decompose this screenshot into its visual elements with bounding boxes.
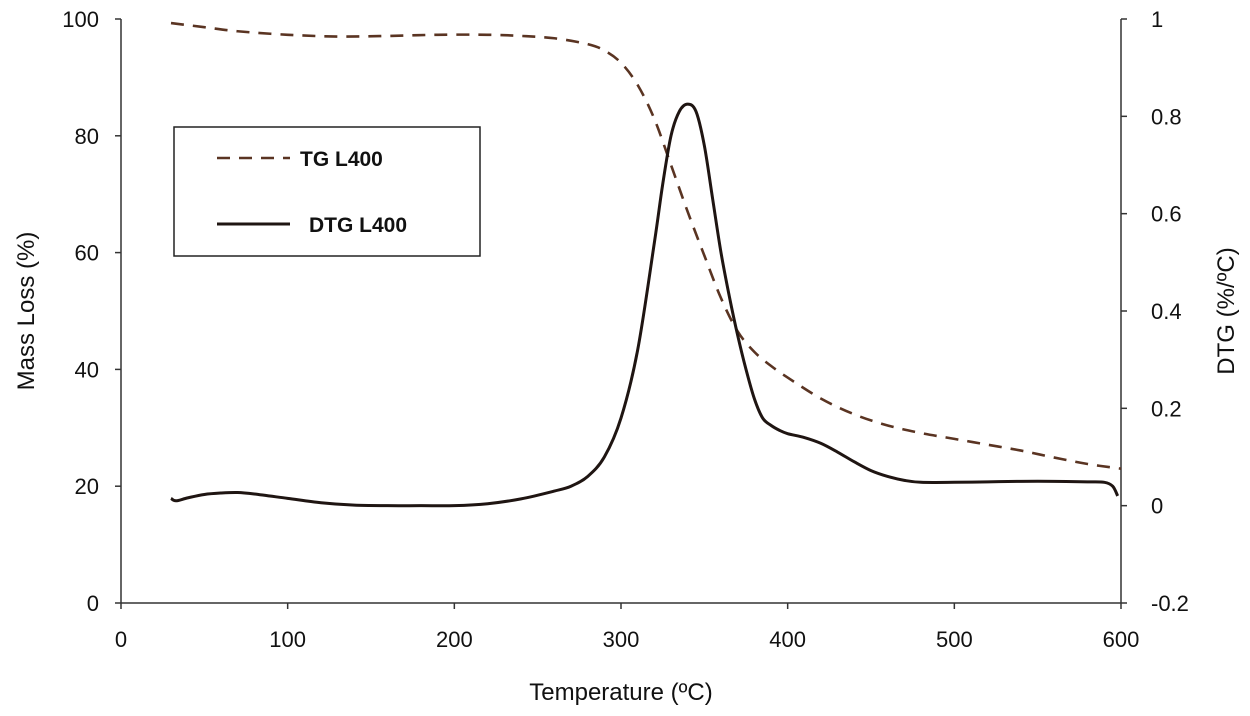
y-axis-left-title: Mass Loss (%) bbox=[13, 232, 40, 391]
y-left-tick-label: 20 bbox=[75, 474, 99, 499]
legend-label: TG L400 bbox=[300, 148, 383, 171]
y-left-tick-label: 0 bbox=[87, 591, 99, 616]
x-tick-label: 300 bbox=[603, 627, 640, 652]
axes: 0 100 200 300 400 500 600 0 20 40 60 80 100 -0.2 0 0.2 0… bbox=[62, 7, 1189, 652]
y-right-tick-label: 0 bbox=[1151, 494, 1163, 519]
y-right-tick-label: 0.2 bbox=[1151, 396, 1182, 421]
y-right-tick-label: 1 bbox=[1151, 7, 1163, 32]
y-right-tick-label: 0.6 bbox=[1151, 202, 1182, 227]
y-right-tick-label: -0.2 bbox=[1151, 591, 1189, 616]
legend-box bbox=[173, 126, 481, 257]
x-tick-label: 200 bbox=[436, 627, 473, 652]
x-tick-label: 500 bbox=[936, 627, 973, 652]
x-tick-label: 0 bbox=[115, 627, 127, 652]
y-right-tick-label: 0.8 bbox=[1151, 104, 1182, 129]
y-left-tick-label: 100 bbox=[62, 7, 99, 32]
x-tick-label: 100 bbox=[269, 627, 306, 652]
x-axis-title: Temperature (ºC) bbox=[529, 679, 712, 706]
dtg-series-line bbox=[170, 102, 1120, 508]
legend: TG L400 DTG L400 bbox=[173, 126, 481, 257]
x-tick-label: 600 bbox=[1103, 627, 1140, 652]
y-left-tick-label: 60 bbox=[75, 241, 99, 266]
legend-label: DTG L400 bbox=[309, 214, 407, 237]
series-layer bbox=[170, 21, 1122, 508]
y-right-tick-label: 0.4 bbox=[1151, 299, 1182, 324]
y-left-tick-label: 80 bbox=[75, 124, 99, 149]
x-tick-label: 400 bbox=[769, 627, 806, 652]
y-axis-right-title: DTG (%/ºC) bbox=[1213, 247, 1240, 374]
y-left-tick-label: 40 bbox=[75, 357, 99, 382]
tg-series-line bbox=[170, 21, 1122, 470]
